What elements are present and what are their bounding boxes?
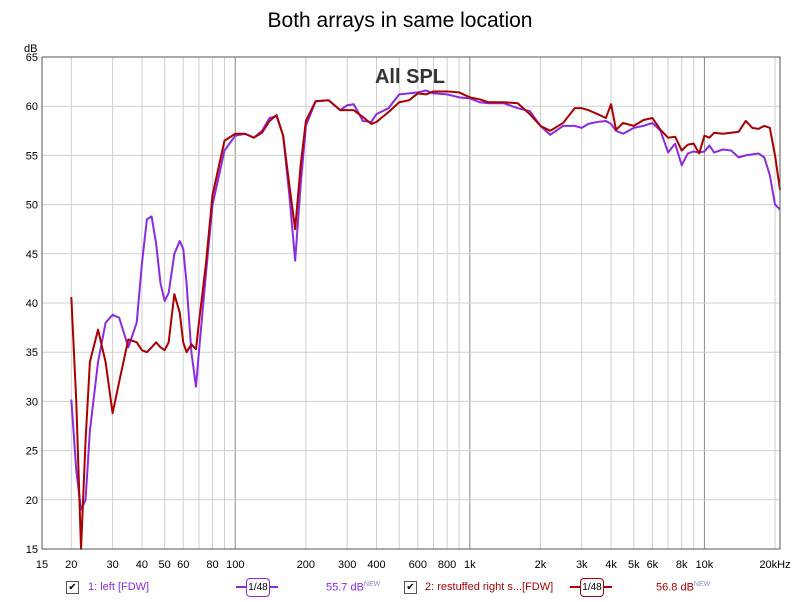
x-tick-label: 1k — [464, 559, 476, 571]
y-tick-label: 45 — [26, 249, 38, 261]
series-1-checkbox[interactable]: ✔ — [66, 581, 79, 594]
series-1-smoothing-button[interactable]: 1/48 — [246, 578, 270, 597]
y-tick-label: 35 — [26, 347, 38, 359]
x-tick-label: 15 — [36, 559, 48, 571]
x-tick-label: 300 — [338, 559, 356, 571]
x-tick-labels: 15 20 30 40 50 60 80 100 200 300 400 600 800 1k 2k 3k 4k… — [36, 559, 791, 571]
x-tick-label: 4k — [605, 559, 617, 571]
gridlines — [42, 56, 780, 550]
y-tick-label: 25 — [26, 446, 38, 458]
series-2-value: 56.8 dBNEW — [656, 581, 710, 594]
series-2-checkbox[interactable]: ✔ — [404, 581, 417, 594]
y-tick-label: 55 — [26, 150, 38, 162]
legend: ✔ 1: left [FDW] 1/48 55.7 dBNEW ✔ 2: res… — [0, 574, 800, 602]
y-tick-label: 65 — [26, 52, 38, 64]
series-2-label: 2: restuffed right s...[FDW] — [425, 581, 554, 593]
y-tick-label: 60 — [26, 101, 38, 113]
series-1-value-text: 55.7 dB — [326, 581, 364, 594]
y-tick-labels: 15 20 25 30 35 40 45 50 55 60 65 — [26, 52, 38, 556]
series-1-value: 55.7 dBNEW — [326, 581, 380, 594]
x-tick-label: 10k — [696, 559, 714, 571]
x-tick-label: 20kHz — [759, 559, 790, 571]
plot-frame — [41, 56, 781, 550]
y-tick-label: 15 — [26, 544, 38, 556]
x-tick-label: 600 — [409, 559, 427, 571]
x-tick-label: 2k — [535, 559, 547, 571]
series-line-2 — [70, 90, 781, 550]
x-tick-label: 60 — [177, 559, 189, 571]
chart-title: Both arrays in same location — [267, 9, 533, 32]
x-tick-label: 80 — [206, 559, 218, 571]
series-2-value-text: 56.8 dB — [656, 581, 694, 594]
y-tick-label: 20 — [26, 495, 38, 507]
series-2-new-badge: NEW — [693, 581, 711, 588]
x-tick-label: 50 — [159, 559, 171, 571]
x-tick-label: 30 — [106, 559, 118, 571]
chart-annotation: All SPL — [375, 66, 445, 88]
x-tick-label: 400 — [367, 559, 385, 571]
x-tick-label: 800 — [438, 559, 456, 571]
series-1-new-badge: NEW — [363, 581, 381, 588]
x-tick-label: 40 — [136, 559, 148, 571]
series-lines — [70, 89, 781, 550]
y-tick-label: 40 — [26, 298, 38, 310]
y-axis-label: dB — [24, 43, 37, 55]
x-tick-label: 100 — [226, 559, 244, 571]
series-1-label: 1: left [FDW] — [88, 581, 150, 593]
x-tick-label: 200 — [297, 559, 315, 571]
plot-area: dB 15 20 25 30 35 40 45 50 55 60 65 15 20 30 40 50 60 80… — [24, 43, 791, 571]
y-tick-label: 30 — [26, 396, 38, 408]
y-tick-label: 50 — [26, 200, 38, 212]
series-line-1 — [70, 89, 781, 511]
series-2-smoothing-button[interactable]: 1/48 — [580, 578, 604, 597]
x-tick-label: 6k — [647, 559, 659, 571]
x-tick-label: 3k — [576, 559, 588, 571]
x-tick-label: 20 — [65, 559, 77, 571]
x-tick-label: 5k — [628, 559, 640, 571]
x-tick-label: 8k — [676, 559, 688, 571]
